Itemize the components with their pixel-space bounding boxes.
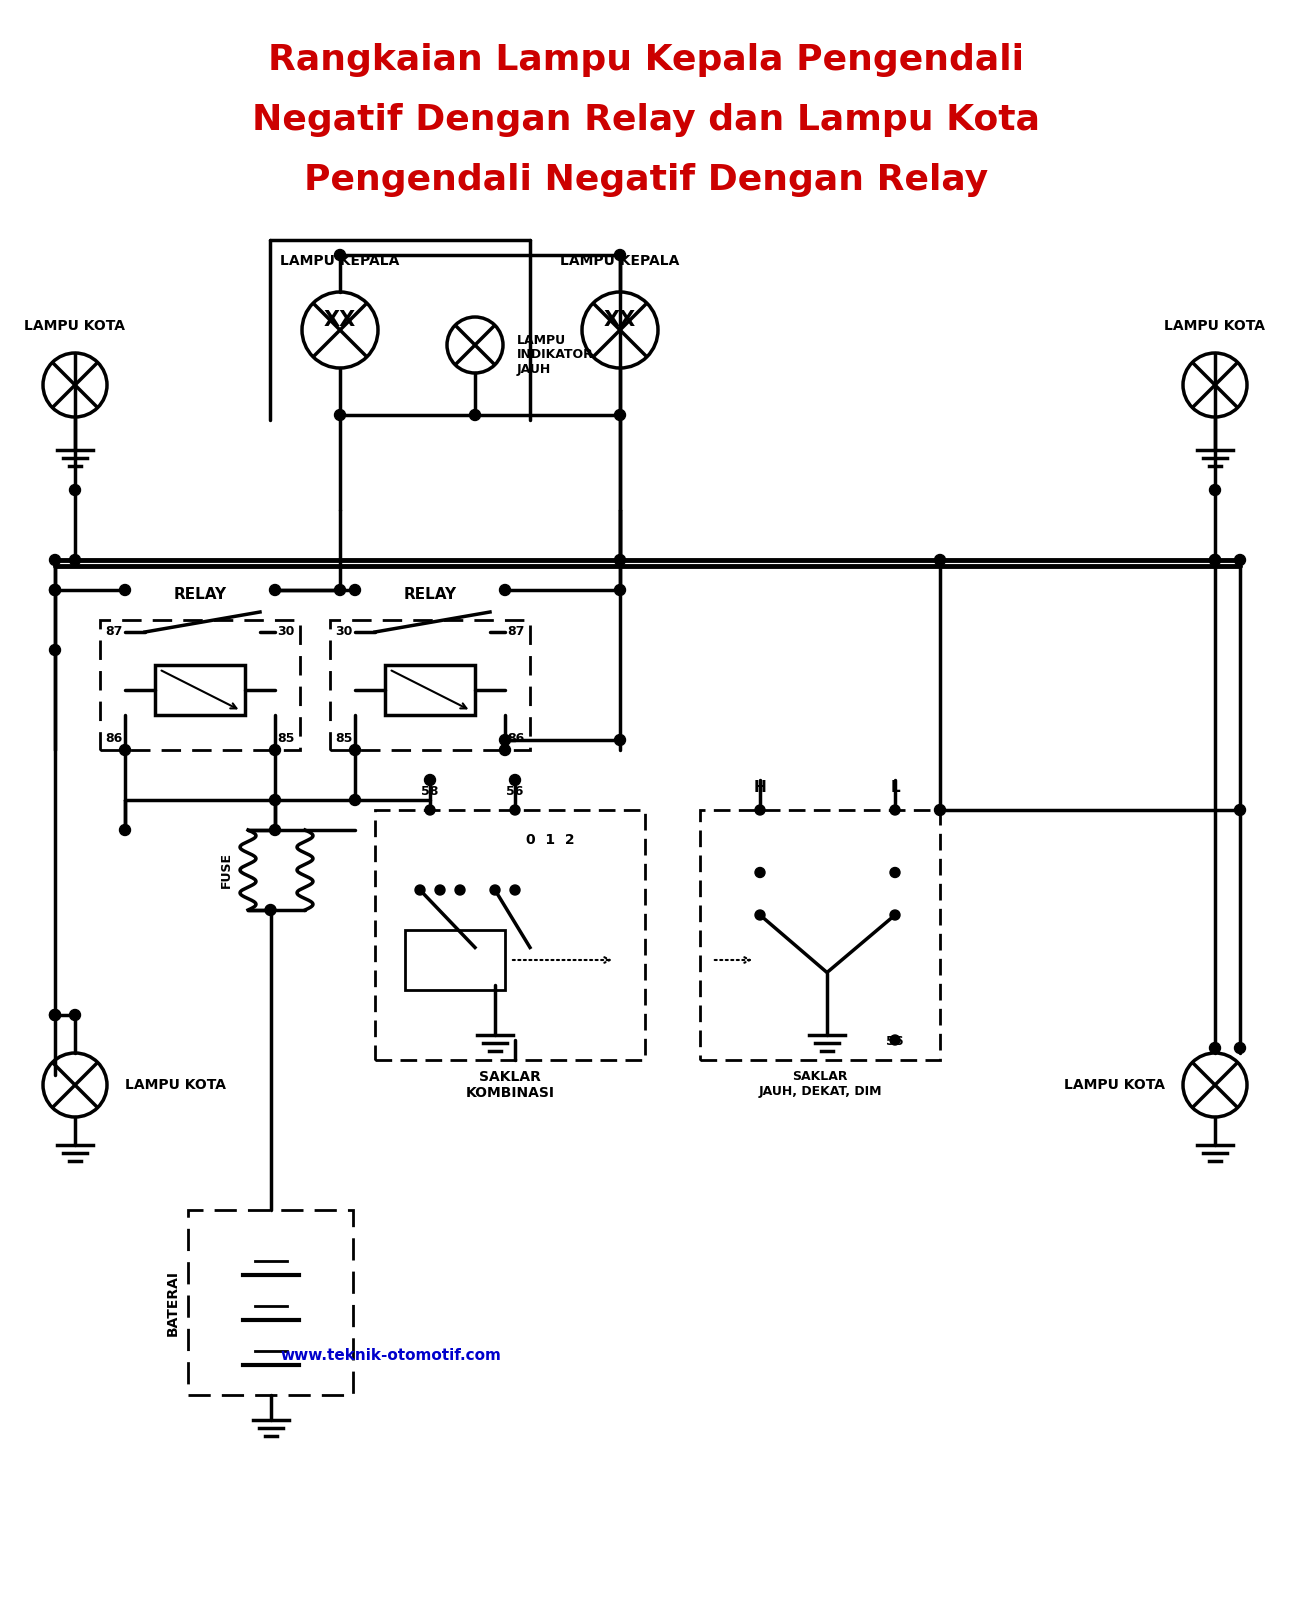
Text: XX: XX	[603, 310, 636, 330]
Text: LAMPU
INDIKATOR
JAUH: LAMPU INDIKATOR JAUH	[517, 333, 594, 376]
Circle shape	[270, 744, 280, 755]
Circle shape	[469, 410, 481, 421]
Text: 85: 85	[336, 733, 353, 746]
Circle shape	[335, 250, 345, 261]
Text: BATERAI: BATERAI	[165, 1269, 180, 1336]
Text: LAMPU KEPALA: LAMPU KEPALA	[280, 254, 399, 267]
Circle shape	[615, 555, 625, 565]
Text: LAMPU KEPALA: LAMPU KEPALA	[561, 254, 680, 267]
Circle shape	[890, 910, 901, 920]
Text: 86: 86	[506, 733, 525, 746]
Circle shape	[270, 824, 280, 835]
Text: RELAY: RELAY	[403, 587, 456, 602]
Circle shape	[890, 805, 901, 814]
Text: 87: 87	[106, 626, 123, 638]
Text: SAKLAR
JAUH, DEKAT, DIM: SAKLAR JAUH, DEKAT, DIM	[758, 1070, 881, 1098]
Circle shape	[335, 584, 345, 595]
Circle shape	[890, 1035, 901, 1045]
Text: SAKLAR
KOMBINASI: SAKLAR KOMBINASI	[465, 1070, 554, 1101]
Circle shape	[335, 410, 345, 421]
Text: Rangkaian Lampu Kepala Pengendali: Rangkaian Lampu Kepala Pengendali	[267, 43, 1025, 77]
Circle shape	[1234, 805, 1245, 816]
Circle shape	[510, 805, 519, 814]
Bar	[329, 619, 530, 750]
Circle shape	[934, 555, 946, 565]
Circle shape	[510, 885, 519, 894]
Circle shape	[500, 734, 510, 746]
Bar	[189, 1210, 353, 1395]
Text: XX: XX	[324, 310, 357, 330]
Circle shape	[890, 867, 901, 877]
Text: Pengendali Negatif Dengan Relay: Pengendali Negatif Dengan Relay	[304, 163, 988, 197]
Bar	[385, 666, 475, 715]
Circle shape	[70, 485, 80, 496]
Text: 87: 87	[506, 626, 525, 638]
Circle shape	[49, 555, 61, 565]
Text: Negatif Dengan Relay dan Lampu Kota: Negatif Dengan Relay dan Lampu Kota	[252, 102, 1040, 138]
Circle shape	[49, 1010, 61, 1021]
Circle shape	[435, 885, 444, 894]
Circle shape	[265, 904, 276, 915]
Text: 58: 58	[421, 786, 439, 798]
Bar	[99, 619, 300, 750]
Text: RELAY: RELAY	[173, 587, 226, 602]
Circle shape	[615, 250, 625, 261]
Circle shape	[270, 584, 280, 595]
Circle shape	[934, 805, 946, 816]
Circle shape	[755, 867, 765, 877]
Text: 85: 85	[276, 733, 295, 746]
Text: 56: 56	[506, 786, 523, 798]
Circle shape	[49, 645, 61, 656]
Circle shape	[1209, 485, 1221, 496]
Text: L: L	[890, 781, 899, 795]
Circle shape	[350, 744, 360, 755]
Circle shape	[70, 555, 80, 565]
Circle shape	[615, 734, 625, 746]
Circle shape	[1209, 555, 1221, 565]
Text: LAMPU KOTA: LAMPU KOTA	[25, 318, 125, 333]
Circle shape	[119, 824, 130, 835]
Circle shape	[755, 805, 765, 814]
Bar	[404, 930, 505, 990]
Text: 30: 30	[276, 626, 295, 638]
Circle shape	[70, 1010, 80, 1021]
Text: 30: 30	[336, 626, 353, 638]
Circle shape	[755, 910, 765, 920]
Text: www.teknik-otomotif.com: www.teknik-otomotif.com	[280, 1347, 501, 1363]
Bar	[700, 810, 941, 1059]
Circle shape	[415, 885, 425, 894]
Circle shape	[490, 885, 500, 894]
Text: LAMPU KOTA: LAMPU KOTA	[1065, 1078, 1165, 1091]
Circle shape	[1209, 1043, 1221, 1053]
Circle shape	[500, 744, 510, 755]
Circle shape	[615, 584, 625, 595]
Circle shape	[615, 410, 625, 421]
Bar	[155, 666, 245, 715]
Circle shape	[49, 584, 61, 595]
Text: 56: 56	[886, 1035, 903, 1048]
Text: FUSE: FUSE	[220, 851, 233, 888]
Circle shape	[350, 584, 360, 595]
Text: LAMPU KOTA: LAMPU KOTA	[1164, 318, 1265, 333]
Circle shape	[119, 584, 130, 595]
Circle shape	[350, 795, 360, 805]
Circle shape	[1234, 555, 1245, 565]
Circle shape	[49, 1010, 61, 1021]
Bar	[375, 810, 645, 1059]
Circle shape	[425, 805, 435, 814]
Text: H: H	[753, 781, 766, 795]
Circle shape	[425, 774, 435, 786]
Text: 0  1  2: 0 1 2	[526, 834, 575, 846]
Circle shape	[455, 885, 465, 894]
Circle shape	[500, 584, 510, 595]
Circle shape	[49, 584, 61, 595]
Circle shape	[270, 795, 280, 805]
Circle shape	[509, 774, 521, 786]
Text: LAMPU KOTA: LAMPU KOTA	[125, 1078, 226, 1091]
Text: 86: 86	[106, 733, 123, 746]
Circle shape	[1209, 555, 1221, 565]
Circle shape	[119, 744, 130, 755]
Circle shape	[1234, 1043, 1245, 1053]
